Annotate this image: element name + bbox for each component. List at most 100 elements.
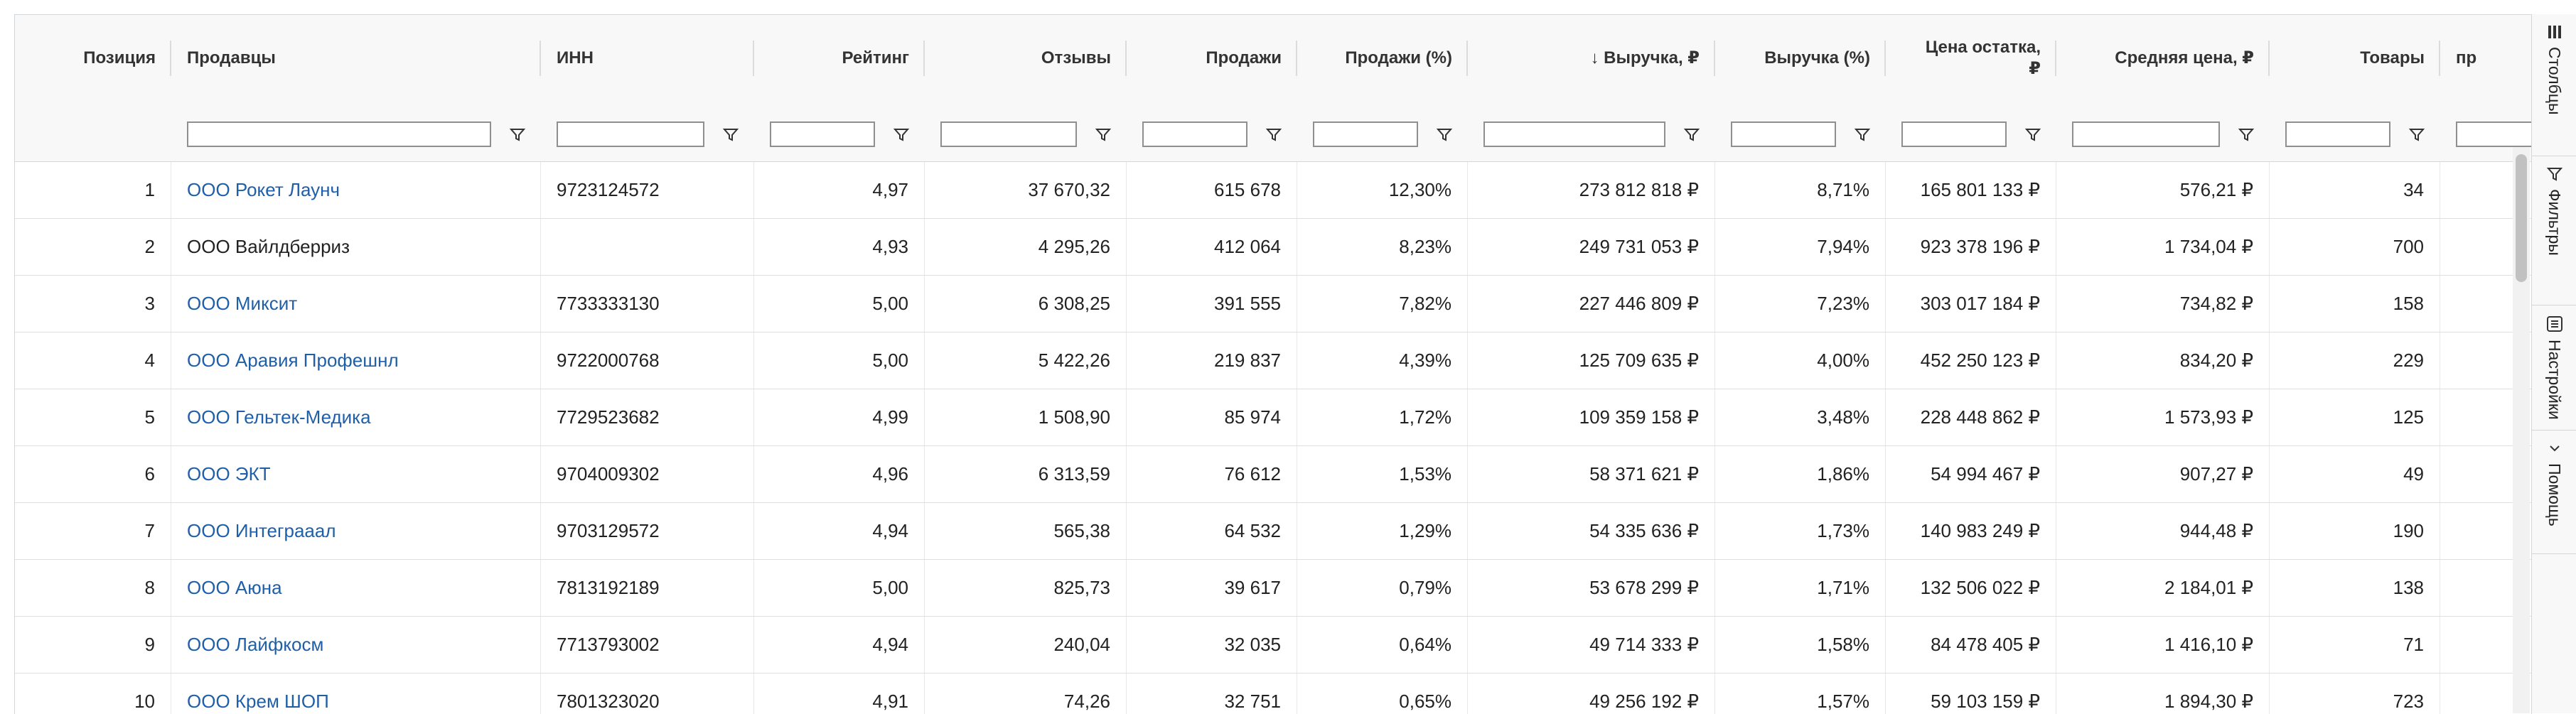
filter-input-revenue[interactable]	[1483, 121, 1665, 147]
column-header-goods[interactable]: Товары	[2270, 15, 2440, 102]
settings-tab[interactable]: Настройки	[2532, 305, 2576, 431]
filter-input-sales_pct[interactable]	[1313, 121, 1418, 147]
filter-button-seller[interactable]	[505, 121, 530, 147]
table-row[interactable]: 2 ООО Вайлдберриз 4,93 4 295,26 412 064 8,23%…	[15, 219, 2531, 276]
column-header-revenue_pct[interactable]: Выручка (%)	[1715, 15, 1886, 102]
cell-seller[interactable]: ООО Интеграаал	[171, 503, 541, 559]
scrollbar-thumb[interactable]	[2516, 154, 2527, 282]
filter-button-rating[interactable]	[889, 121, 913, 147]
column-header-label: Выручка (%)	[1764, 48, 1870, 67]
cell-revenue: 58 371 621 ₽	[1468, 446, 1715, 502]
filter-cell-inn	[541, 102, 754, 161]
column-header-sales_pct[interactable]: Продажи (%)	[1297, 15, 1468, 102]
filter-input-sales[interactable]	[1142, 121, 1247, 147]
cell-sales: 76 612	[1127, 446, 1297, 502]
cell-rating: 4,94	[754, 503, 925, 559]
cell-pos: 9	[15, 617, 171, 673]
column-resize-handle[interactable]	[1296, 40, 1297, 76]
table-row[interactable]: 7 ООО Интеграаал 9703129572 4,94 565,38 64 53…	[15, 503, 2531, 560]
column-header-stock_price[interactable]: Цена остатка, ₽	[1886, 15, 2056, 102]
filter-input-inn[interactable]	[557, 121, 704, 147]
table-row[interactable]: 3 ООО Миксит 7733333130 5,00 6 308,25 391 555…	[15, 276, 2531, 332]
filter-button-stock_price[interactable]	[2021, 121, 2045, 147]
filter-button-sales[interactable]	[1262, 121, 1286, 147]
filter-icon	[1095, 129, 1112, 141]
cell-seller[interactable]: ООО Лайфкосм	[171, 617, 541, 673]
column-header-seller[interactable]: Продавцы	[171, 15, 541, 102]
cell-seller[interactable]: ООО Гельтек-Медика	[171, 389, 541, 445]
cell-sales: 391 555	[1127, 276, 1297, 332]
column-header-extra[interactable]: пр	[2440, 15, 2531, 102]
filter-button-reviews[interactable]	[1091, 121, 1115, 147]
column-resize-handle[interactable]	[1714, 40, 1715, 76]
cell-revenue: 49 256 192 ₽	[1468, 674, 1715, 714]
cell-seller[interactable]: ООО Аравия Профешнл	[171, 332, 541, 389]
cell-goods: 723	[2270, 674, 2440, 714]
cell-pos: 3	[15, 276, 171, 332]
cell-reviews: 5 422,26	[925, 332, 1127, 389]
filter-input-avg_price[interactable]	[2072, 121, 2220, 147]
column-resize-handle[interactable]	[753, 40, 754, 76]
help-tab[interactable]: Помощь	[2532, 431, 2576, 554]
vertical-scrollbar[interactable]	[2513, 147, 2530, 713]
table-row[interactable]: 1 ООО Рокет Лаунч 9723124572 4,97 37 670,32 6…	[15, 162, 2531, 219]
cell-reviews: 6 313,59	[925, 446, 1127, 502]
table-row[interactable]: 6 ООО ЭКТ 9704009302 4,96 6 313,59 76 612 1,53…	[15, 446, 2531, 503]
column-header-reviews[interactable]: Отзывы	[925, 15, 1127, 102]
side-panel: Столбцы Фильтры Настройки Помощь	[2531, 14, 2576, 713]
cell-revenue: 249 731 053 ₽	[1468, 219, 1715, 275]
cell-rating: 4,99	[754, 389, 925, 445]
column-resize-handle[interactable]	[2055, 40, 2056, 76]
filter-icon	[1683, 129, 1700, 141]
table-row[interactable]: 5 ООО Гельтек-Медика 7729523682 4,99 1 508,9…	[15, 389, 2531, 446]
column-header-avg_price[interactable]: Средняя цена, ₽	[2056, 15, 2270, 102]
column-resize-handle[interactable]	[1884, 40, 1886, 76]
filter-button-goods[interactable]	[2405, 121, 2429, 147]
column-header-inn[interactable]: ИНН	[541, 15, 754, 102]
cell-seller[interactable]: ООО Аюна	[171, 560, 541, 616]
cell-seller[interactable]: ООО Рокет Лаунч	[171, 162, 541, 218]
table-row[interactable]: 4 ООО Аравия Профешнл 9722000768 5,00 5 422,…	[15, 332, 2531, 389]
filter-input-rating[interactable]	[770, 121, 875, 147]
cell-seller[interactable]: ООО Крем ШОП	[171, 674, 541, 714]
column-header-rating[interactable]: Рейтинг	[754, 15, 925, 102]
filter-cell-sales	[1127, 102, 1297, 161]
column-resize-handle[interactable]	[1125, 40, 1127, 76]
filter-button-revenue[interactable]	[1680, 121, 1704, 147]
columns-tab[interactable]: Столбцы	[2532, 14, 2576, 156]
filter-button-avg_price[interactable]	[2234, 121, 2258, 147]
cell-seller[interactable]: ООО Миксит	[171, 276, 541, 332]
cell-inn	[541, 219, 754, 275]
filter-icon	[509, 129, 526, 141]
filter-input-revenue_pct[interactable]	[1731, 121, 1836, 147]
table-row[interactable]: 9 ООО Лайфкосм 7713793002 4,94 240,04 32 035 0…	[15, 617, 2531, 674]
filter-input-reviews[interactable]	[940, 121, 1077, 147]
filter-input-goods[interactable]	[2285, 121, 2390, 147]
filter-button-sales_pct[interactable]	[1432, 121, 1456, 147]
cell-reviews: 1 508,90	[925, 389, 1127, 445]
table-row[interactable]: 10 ООО Крем ШОП 7801323020 4,91 74,26 32 751 0…	[15, 674, 2531, 714]
filter-cell-sales_pct	[1297, 102, 1468, 161]
column-resize-handle[interactable]	[2439, 40, 2440, 76]
settings-icon	[2546, 316, 2562, 332]
filter-button-inn[interactable]	[719, 121, 743, 147]
cell-seller[interactable]: ООО ЭКТ	[171, 446, 541, 502]
column-resize-handle[interactable]	[923, 40, 925, 76]
cell-inn: 7729523682	[541, 389, 754, 445]
column-header-revenue[interactable]: ↓ Выручка, ₽	[1468, 15, 1715, 102]
filter-input-extra[interactable]	[2456, 121, 2531, 147]
cell-seller: ООО Вайлдберриз	[171, 219, 541, 275]
column-header-pos[interactable]: Позиция	[15, 15, 171, 102]
filters-tab[interactable]: Фильтры	[2532, 156, 2576, 305]
filter-input-stock_price[interactable]	[1901, 121, 2007, 147]
column-header-sales[interactable]: Продажи	[1127, 15, 1297, 102]
column-resize-handle[interactable]	[2268, 40, 2270, 76]
table-row[interactable]: 8 ООО Аюна 7813192189 5,00 825,73 39 617 0,79%…	[15, 560, 2531, 617]
column-resize-handle[interactable]	[170, 40, 171, 76]
filter-button-revenue_pct[interactable]	[1850, 121, 1874, 147]
column-resize-handle[interactable]	[1466, 40, 1468, 76]
cell-revenue: 54 335 636 ₽	[1468, 503, 1715, 559]
cell-avg_price: 907,27 ₽	[2056, 446, 2270, 502]
filter-input-seller[interactable]	[187, 121, 491, 147]
column-resize-handle[interactable]	[540, 40, 541, 76]
